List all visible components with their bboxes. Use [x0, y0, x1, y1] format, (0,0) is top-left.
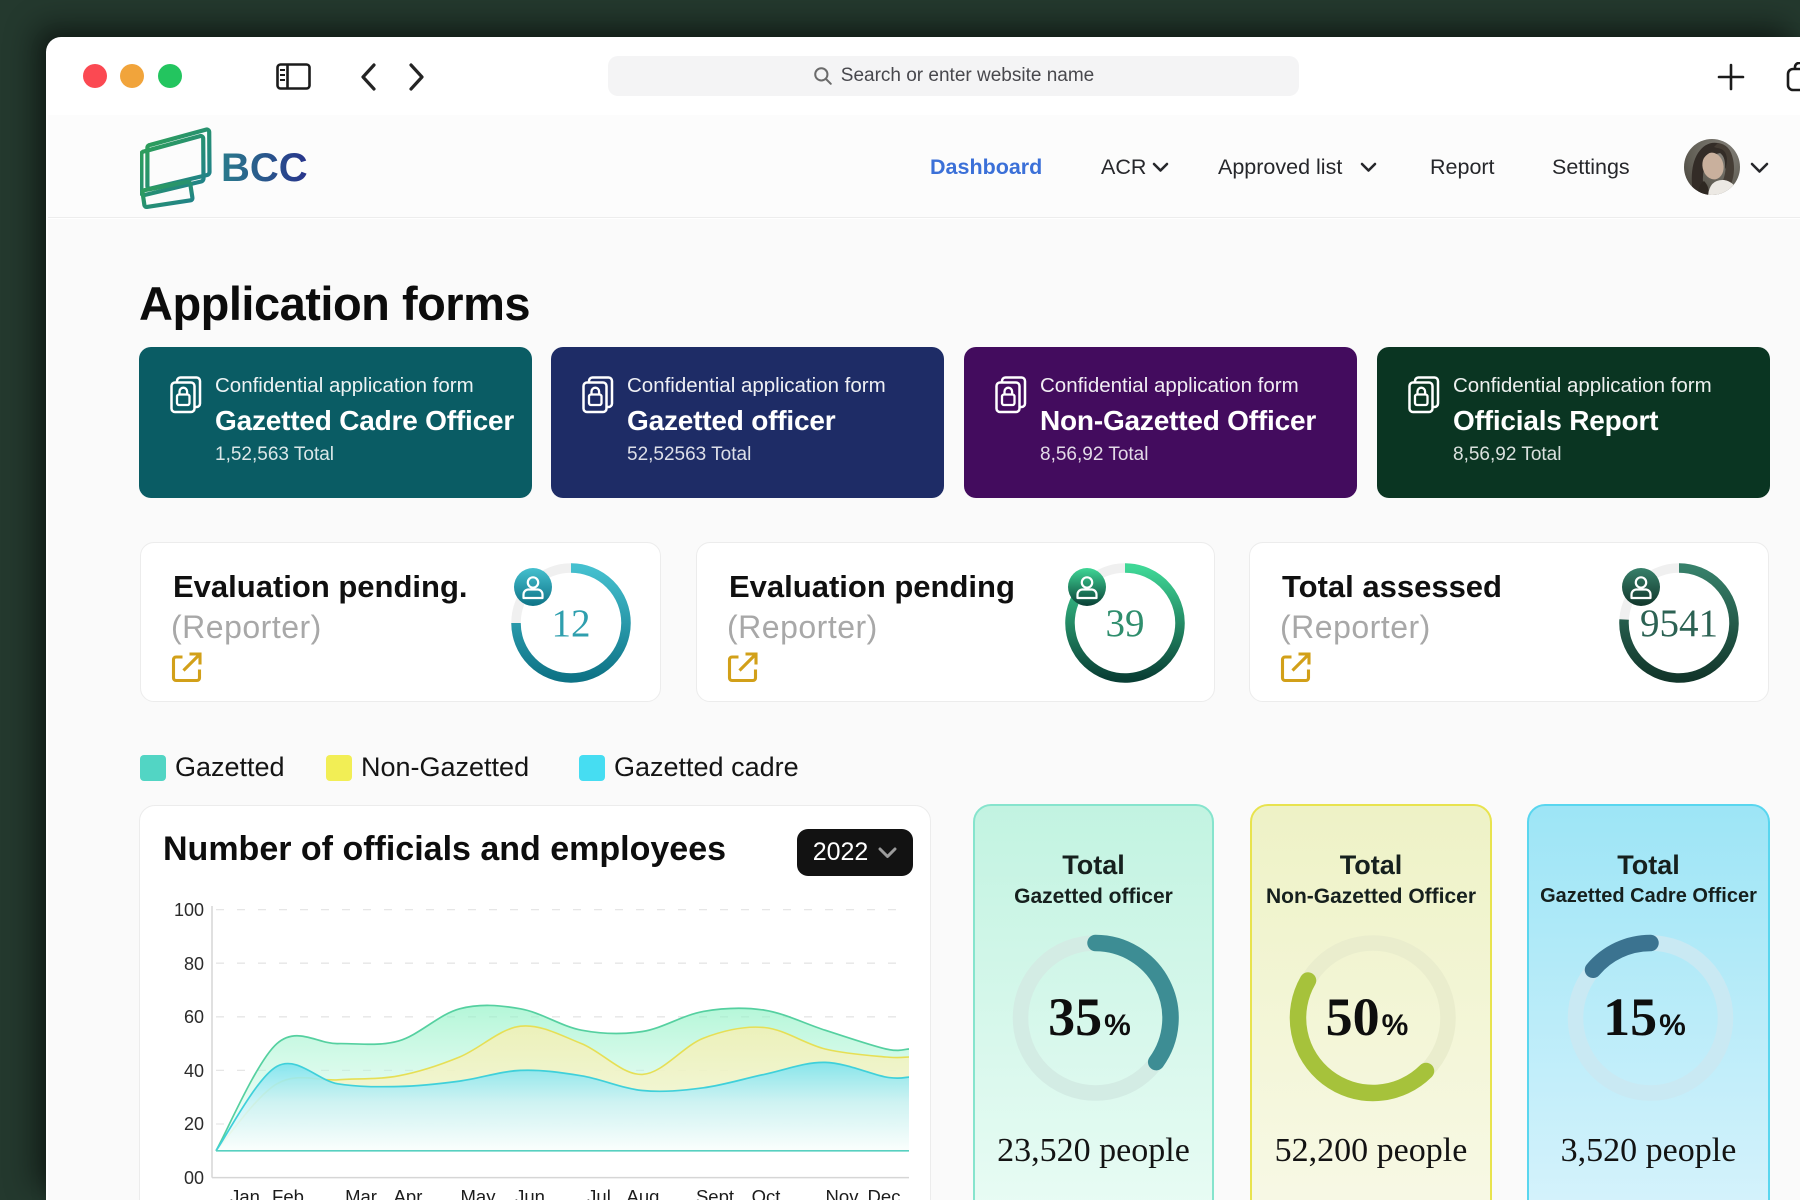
svg-text:Jul: Jul [587, 1186, 611, 1200]
svg-text:May: May [461, 1186, 497, 1200]
svg-text:50%: 50% [1326, 987, 1409, 1047]
svg-text:39: 39 [1106, 602, 1145, 645]
svg-text:Oct: Oct [752, 1186, 781, 1200]
svg-text:Sept: Sept [696, 1186, 734, 1200]
svg-text:Nov: Nov [826, 1186, 860, 1200]
svg-text:Jun: Jun [515, 1186, 545, 1200]
svg-text:Mar: Mar [345, 1186, 377, 1200]
svg-text:Apr: Apr [394, 1186, 423, 1200]
svg-text:15%: 15% [1603, 987, 1686, 1047]
svg-text:12: 12 [552, 602, 591, 645]
svg-text:Jan: Jan [230, 1186, 260, 1200]
svg-text:00: 00 [184, 1168, 204, 1188]
svg-text:35%: 35% [1048, 987, 1131, 1047]
svg-text:80: 80 [184, 954, 204, 974]
svg-text:40: 40 [184, 1061, 204, 1081]
svg-text:20: 20 [184, 1114, 204, 1134]
svg-text:Feb: Feb [272, 1186, 304, 1200]
svg-text:Dec: Dec [868, 1186, 901, 1200]
svg-text:Aug: Aug [627, 1186, 660, 1200]
svg-text:BCC: BCC [221, 146, 308, 190]
svg-text:100: 100 [174, 900, 204, 920]
svg-text:9541: 9541 [1640, 602, 1718, 645]
svg-text:60: 60 [184, 1007, 204, 1027]
